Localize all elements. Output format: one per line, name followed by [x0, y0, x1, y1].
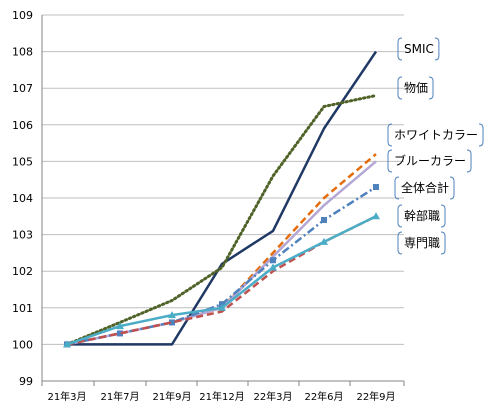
callout-bracket-left [397, 37, 403, 61]
callout-bracket-right [466, 149, 472, 173]
y-axis: 99 100 101 102 103 104 105 106 107 108 109 [12, 9, 43, 388]
callout-3: ブルーカラー [387, 149, 472, 173]
callout-label: ホワイトカラー [394, 128, 478, 142]
callout-bracket-left [397, 204, 403, 228]
series-6-marker [116, 322, 124, 330]
callout-bracket-left [397, 76, 403, 100]
series-6-marker [63, 340, 71, 348]
x-tick-label: 21年7月 [100, 390, 139, 403]
gridlines [42, 14, 404, 382]
series-4-marker [117, 330, 123, 337]
y-tick-label: 102 [12, 265, 33, 278]
x-tick-label: 22年3月 [253, 390, 292, 403]
series-6-marker [372, 212, 380, 220]
y-tick-label: 99 [19, 375, 33, 388]
y-tick-label: 105 [12, 155, 33, 168]
callout-label: 専門職 [404, 236, 440, 250]
callout-5: 幹部職 [397, 204, 446, 228]
x-tick-label: 21年3月 [47, 390, 86, 403]
callout-bracket-left [387, 123, 393, 147]
callout-4: 全体合計 [394, 176, 455, 200]
callout-bracket-right [440, 204, 446, 228]
series-4-marker [373, 184, 379, 191]
series-6-marker [218, 303, 226, 311]
callout-label: 幹部職 [404, 208, 440, 223]
callout-bracket-left [394, 176, 400, 200]
callout-2: ホワイトカラー [387, 123, 484, 147]
callout-bracket-left [397, 231, 403, 255]
y-tick-label: 104 [12, 192, 33, 205]
callout-bracket-right [449, 176, 455, 200]
series-lines [63, 50, 380, 348]
y-tick-label: 103 [12, 229, 33, 242]
x-tick-label: 22年9月 [356, 390, 395, 403]
callout-bracket-right [434, 37, 440, 61]
callout-bracket-right [440, 231, 446, 255]
series-4-marker [270, 257, 276, 264]
y-tick-label: 108 [12, 46, 33, 59]
callout-label: 物価 [404, 81, 428, 95]
callout-bracket-right [428, 76, 434, 100]
callout-label: ブルーカラー [394, 153, 466, 168]
y-tick-label: 100 [12, 338, 33, 351]
series-4-marker [169, 319, 175, 326]
callout-0: SMIC [397, 37, 440, 61]
series-5-line [66, 215, 377, 346]
callout-label: SMIC [404, 42, 434, 56]
callout-1: 物価 [397, 76, 434, 100]
y-tick-label: 101 [12, 302, 33, 315]
y-tick-label: 107 [12, 82, 33, 95]
series-2-line [66, 153, 377, 346]
callout-6: 専門職 [397, 231, 446, 255]
series-6-marker [320, 237, 328, 245]
callout-bracket-right [478, 123, 484, 147]
series-4-marker [321, 216, 327, 223]
x-axis: 21年3月 21年7月 21年9月 21年12月 22年3月 22年6月 22年9月 [41, 380, 405, 403]
series-6-marker [168, 311, 176, 319]
x-tick-label: 21年9月 [152, 390, 191, 403]
y-tick-label: 109 [12, 9, 33, 22]
callout-bracket-left [387, 149, 393, 173]
y-tick-label: 106 [12, 119, 33, 132]
callout-label: 全体合計 [401, 180, 449, 195]
series-3-line [66, 160, 377, 346]
x-tick-label: 22年6月 [304, 390, 343, 403]
x-tick-label: 21年12月 [199, 390, 244, 403]
series-6-marker [269, 263, 277, 271]
series-0-line [67, 50, 378, 346]
